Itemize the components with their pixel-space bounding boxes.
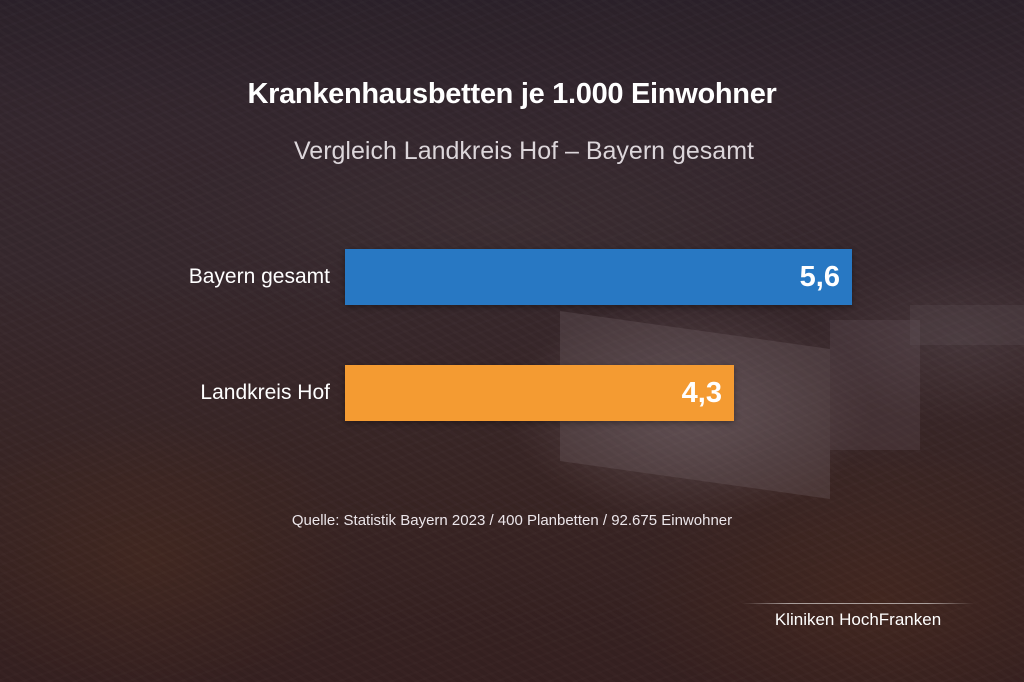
chart-subtitle: Vergleich Landkreis Hof – Bayern gesamt: [294, 137, 754, 165]
bar-row-bayern: Bayern gesamt 5,6: [0, 249, 1024, 305]
background-building: [830, 320, 920, 450]
source-note: Quelle: Statistik Bayern 2023 / 400 Plan…: [291, 512, 733, 529]
bar-label: Landkreis Hof: [200, 381, 330, 404]
background-building: [910, 305, 1024, 345]
bar-label: Bayern gesamt: [188, 265, 330, 288]
bar-value: 4,3: [681, 377, 722, 409]
chart-title: Krankenhausbetten je 1.000 Einwohner: [247, 78, 777, 110]
bar-bayern: 5,6: [345, 249, 852, 305]
bar-landkreis-hof: 4,3: [345, 365, 734, 421]
brand-logo-text: Kliniken HochFranken: [774, 610, 942, 629]
bar-row-landkreis-hof: Landkreis Hof 4,3: [0, 365, 1024, 421]
divider: [742, 603, 974, 604]
bar-value: 5,6: [799, 261, 840, 293]
